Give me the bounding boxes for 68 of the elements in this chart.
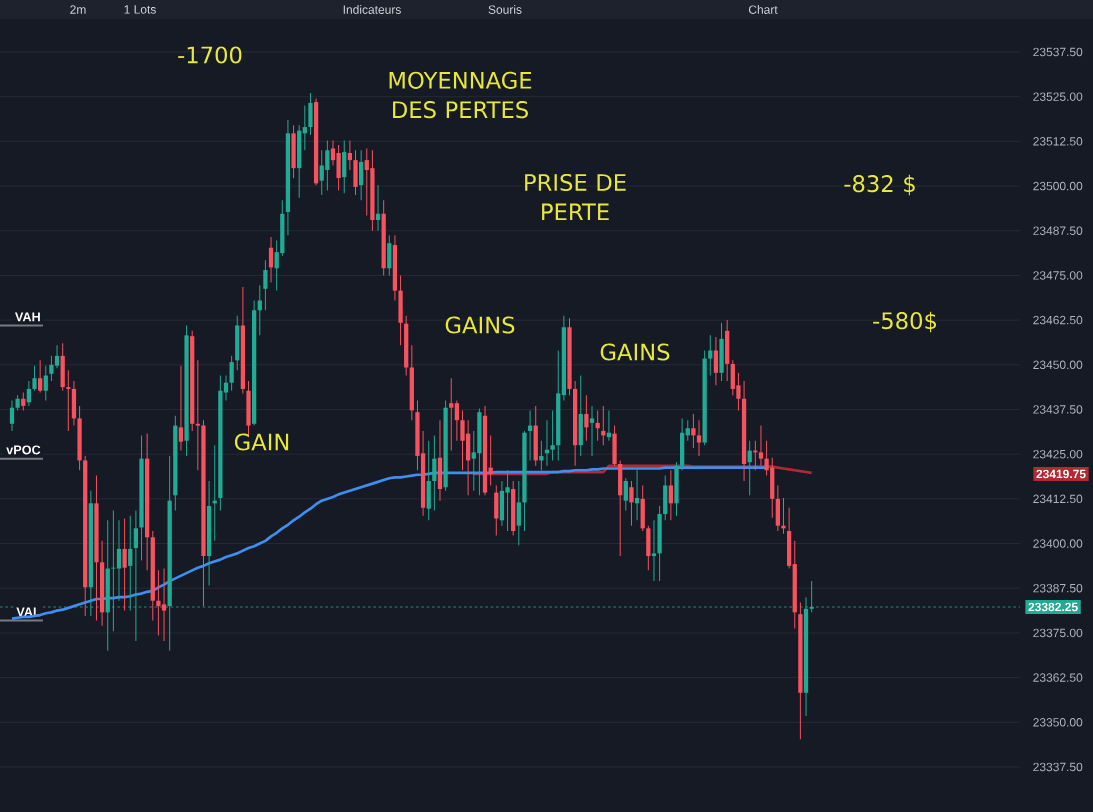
candlestick xyxy=(195,359,200,471)
text: -832 $ xyxy=(844,174,915,196)
candlestick xyxy=(781,497,786,535)
text: Souris xyxy=(488,5,522,14)
y-tick-label: 23387.50 xyxy=(1033,583,1083,593)
candlestick xyxy=(584,394,589,442)
candlestick xyxy=(629,480,634,527)
candlestick xyxy=(713,336,719,386)
y-tick-label: 23362.50 xyxy=(1033,673,1083,682)
annotation: GAINS xyxy=(600,343,670,361)
ref-line-label: vPOC xyxy=(6,445,41,455)
candlestick xyxy=(651,519,657,582)
candlestick xyxy=(347,139,353,171)
candlestick xyxy=(122,518,127,612)
annotation: GAIN xyxy=(234,433,289,451)
candlestick xyxy=(668,469,673,521)
y-tick-label: 23487.50 xyxy=(1033,226,1083,235)
candlestick xyxy=(38,359,43,393)
text: Indicateurs xyxy=(343,5,401,14)
chart-title: Chart xyxy=(748,5,778,14)
candlestick xyxy=(66,369,71,432)
text: 2m xyxy=(70,5,86,14)
candlestick xyxy=(32,365,37,392)
candlestick xyxy=(685,419,690,442)
candlestick xyxy=(696,419,702,457)
candlestick xyxy=(268,236,274,284)
y-tick-label: 23512.50 xyxy=(1033,137,1083,146)
y-tick-label: 23412.50 xyxy=(1033,494,1083,504)
candlestick xyxy=(26,380,32,407)
y-tick-label: 23437.50 xyxy=(1033,405,1083,414)
y-tick-label: 23350.00 xyxy=(1033,718,1083,727)
candlestick xyxy=(229,355,234,392)
annotation: GAINS xyxy=(445,316,515,334)
ref-line-label: VAH xyxy=(14,312,40,322)
candlestick xyxy=(449,377,454,452)
y-tick-label: 23425.00 xyxy=(1033,449,1083,459)
annotation: -1700 xyxy=(178,46,242,64)
annotation: PRISE DE PERTE xyxy=(525,173,626,221)
y-tick-label: 23375.00 xyxy=(1033,628,1083,638)
candlestick xyxy=(223,375,229,402)
y-tick-label: 23475.00 xyxy=(1033,271,1083,280)
candlestick xyxy=(589,405,595,457)
annotation: MOYENNAGE DES PERTES xyxy=(389,71,532,119)
text: 1 Lots xyxy=(124,5,156,14)
y-tick-label: 23525.00 xyxy=(1033,92,1083,101)
ref-line-label: 23382.25 xyxy=(1028,602,1078,612)
y-tick-label: 23500.00 xyxy=(1033,181,1083,191)
candlestick xyxy=(178,365,184,452)
candlestick xyxy=(257,284,262,336)
candlestick xyxy=(263,259,268,311)
text: 23419.75 xyxy=(1036,469,1086,479)
candlestick xyxy=(43,365,48,402)
candlestick xyxy=(708,334,713,377)
text: -580$ xyxy=(873,311,937,333)
candlestick xyxy=(758,425,764,467)
y-tick-label: 23450.00 xyxy=(1033,360,1083,370)
y-tick-label: 23537.50 xyxy=(1033,47,1083,57)
candlestick xyxy=(691,413,696,449)
candlestick xyxy=(550,409,555,461)
y-tick-label: 23337.50 xyxy=(1033,762,1083,772)
candlestick xyxy=(623,477,628,511)
candlestick xyxy=(516,480,521,546)
candlestick xyxy=(432,434,437,511)
candlestick xyxy=(359,149,364,201)
candlestick xyxy=(9,400,15,432)
y-tick-label: 23400.00 xyxy=(1033,539,1083,548)
y-tick-label: 23462.50 xyxy=(1033,315,1083,325)
candlestick xyxy=(454,400,460,442)
